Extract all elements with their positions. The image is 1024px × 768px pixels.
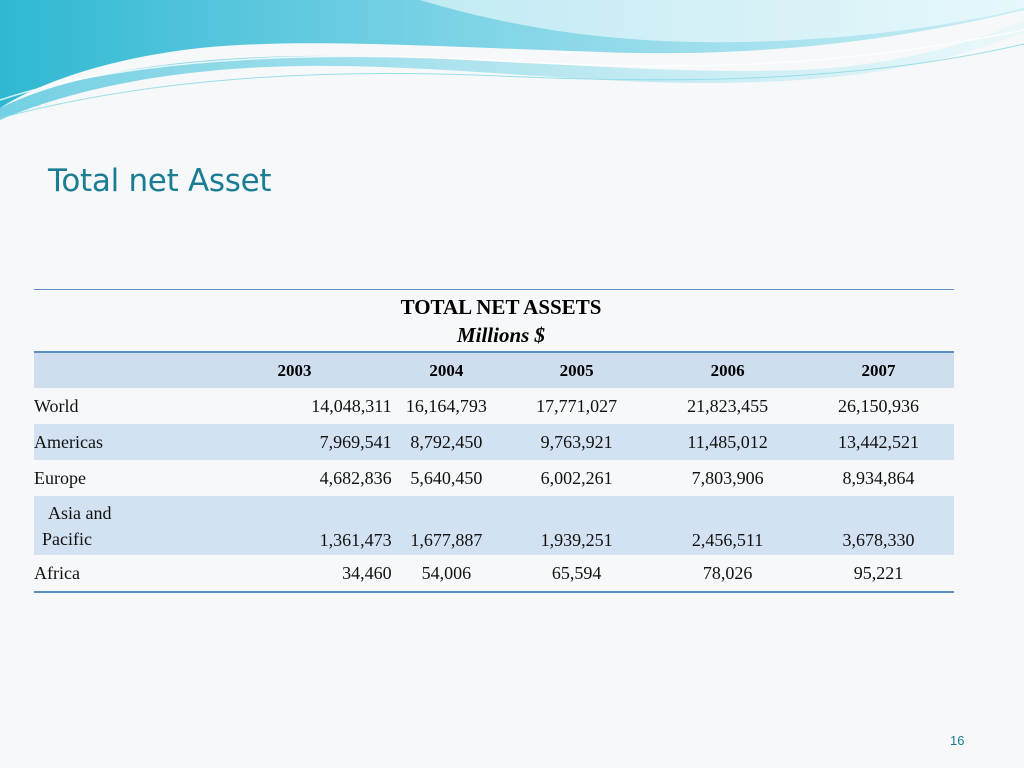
row-label-line1: Asia and <box>48 502 112 523</box>
table-row-europe: Europe 4,682,836 5,640,450 6,002,261 7,8… <box>34 460 954 496</box>
cell-value: 3,678,330 <box>803 496 954 555</box>
net-assets-table: TOTAL NET ASSETS Millions $ 2003 2004 20… <box>34 289 954 593</box>
cell-value: 1,939,251 <box>501 496 653 555</box>
cell-value: 13,442,521 <box>803 424 954 460</box>
table-row-africa: Africa 34,460 54,006 65,594 78,026 95,22… <box>34 555 954 593</box>
table-title-block: TOTAL NET ASSETS Millions $ <box>34 290 954 349</box>
row-label-world: World <box>34 395 79 416</box>
cell-value: 21,823,455 <box>687 395 769 416</box>
header-year-2005: 2005 <box>501 351 653 388</box>
cell-value: 7,969,541 <box>197 424 392 460</box>
row-label-africa: Africa <box>34 555 198 593</box>
table-subtitle: Millions $ <box>456 323 546 347</box>
row-label-line2: Pacific <box>42 528 92 549</box>
cell-value: 26,150,936 <box>838 395 919 416</box>
slide-title: Total net Asset <box>48 163 272 199</box>
header-wave-decoration <box>0 0 1024 120</box>
table-row-asia-pacific: Asia and Pacific 1,361,473 1,677,887 1,9… <box>34 496 954 555</box>
header-year-2006: 2006 <box>652 351 804 388</box>
table-title: TOTAL NET ASSETS <box>400 295 602 319</box>
table-row-world: World 14,048,311 16,164,793 17,771,027 2… <box>34 388 954 424</box>
cell-value: 5,640,450 <box>410 467 483 488</box>
header-year-2004: 2004 <box>391 351 502 388</box>
cell-value: 8,792,450 <box>391 424 502 460</box>
cell-value: 54,006 <box>391 555 502 593</box>
table-top-rule <box>34 289 954 290</box>
cell-value: 1,677,887 <box>391 496 502 555</box>
cell-value: 7,803,906 <box>691 467 764 488</box>
header-empty-cell <box>34 351 198 388</box>
cell-value: 78,026 <box>652 555 804 593</box>
row-label-americas: Americas <box>34 424 198 460</box>
cell-value: 65,594 <box>501 555 653 593</box>
cell-value: 95,221 <box>803 555 954 593</box>
cell-value: 2,456,511 <box>652 496 804 555</box>
cell-value: 16,164,793 <box>405 395 487 416</box>
row-label-asia-pacific: Asia and Pacific <box>34 496 198 555</box>
cell-value: 11,485,012 <box>652 424 804 460</box>
cell-value: 9,763,921 <box>501 424 653 460</box>
table-header-row: 2003 2004 2005 2006 2007 <box>34 351 954 388</box>
cell-value: 6,002,261 <box>540 467 613 488</box>
cell-value: 34,460 <box>197 555 392 593</box>
cell-value: 17,771,027 <box>536 395 618 416</box>
cell-value: 4,682,836 <box>319 467 392 488</box>
slide-number: 16 <box>950 733 965 748</box>
cell-value: 1,361,473 <box>197 496 392 555</box>
cell-value: 14,048,311 <box>311 395 392 416</box>
row-label-europe: Europe <box>34 467 86 488</box>
header-year-2007: 2007 <box>803 351 954 388</box>
header-year-2003: 2003 <box>197 351 392 388</box>
table-row-americas: Americas 7,969,541 8,792,450 9,763,921 1… <box>34 424 954 460</box>
cell-value: 8,934,864 <box>842 467 915 488</box>
